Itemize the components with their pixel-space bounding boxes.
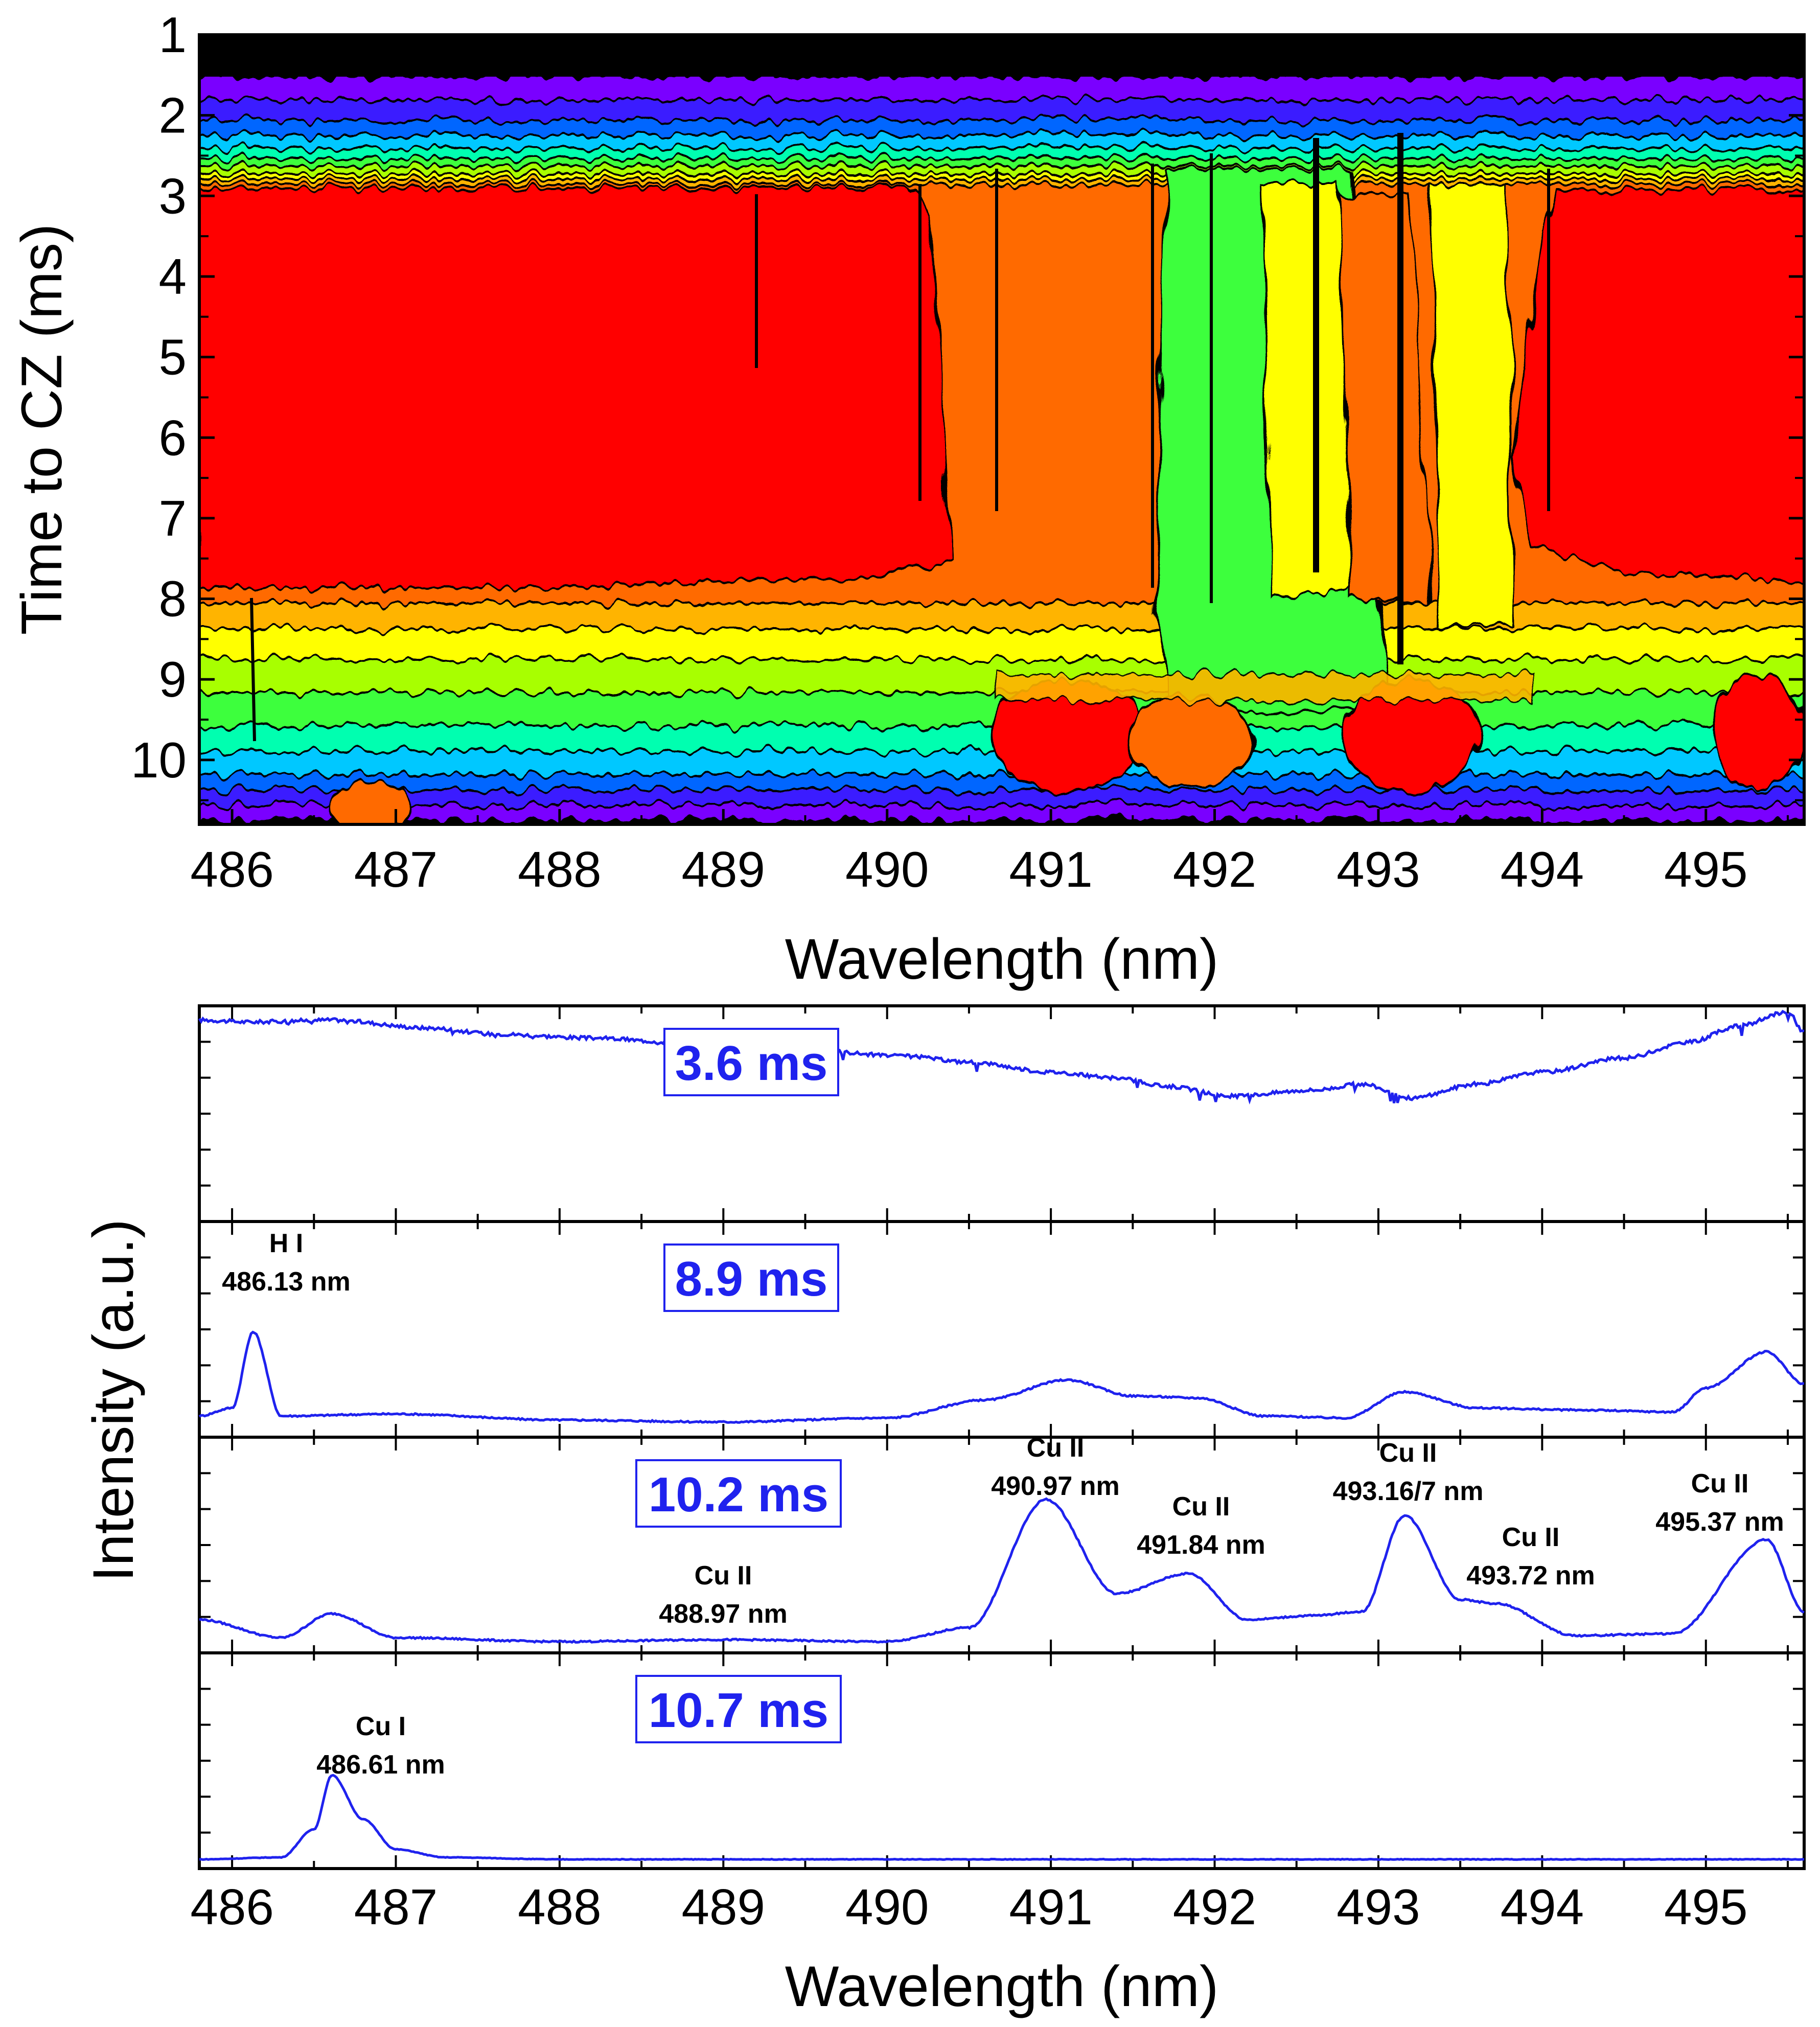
annotation-h-i-line1: H I: [269, 1229, 303, 1258]
annotation-cu-ii-493b: Cu II 493.72 nm: [1466, 1523, 1595, 1591]
band-red-left: [199, 185, 952, 589]
contour-x-label: Wavelength (nm): [785, 927, 1219, 991]
annotation-cu-ii-490-line1: Cu II: [1027, 1433, 1085, 1463]
contour-plot: 486 487 488 489 490 491 492 493 494 495 1 2 3 4 5 6 7 8 9…: [10, 7, 1806, 991]
spectra-x-tick-label: 492: [1173, 1879, 1257, 1935]
spectrum-panel-frame: [198, 1220, 1806, 1439]
hotspot-495: [1711, 674, 1804, 788]
contour-x-tick-label: 488: [518, 841, 602, 897]
annotation-cu-ii-488-line1: Cu II: [695, 1561, 752, 1591]
central-yellow-right: [1430, 183, 1514, 630]
time-label-text: 3.6 ms: [675, 1036, 828, 1091]
annotation-cu-ii-493b-line2: 493.72 nm: [1466, 1561, 1595, 1591]
time-label-box: [663, 1028, 839, 1096]
hotspot-487: [329, 781, 412, 824]
contour-y-tick-label: 4: [158, 248, 187, 305]
contour-x-tick-label: 491: [1009, 841, 1093, 897]
hotspot-491-b: [1128, 694, 1253, 788]
spectra-x-label: Wavelength (nm): [785, 1954, 1219, 2018]
spectrum-panel-frame: [198, 1436, 1806, 1654]
line-features: [250, 133, 1550, 742]
spectra-x-tick-label: 493: [1337, 1879, 1420, 1935]
contour-y-tick-label: 8: [158, 571, 187, 627]
contour-x-ticks: 486 487 488 489 490 491 492 493 494 495: [190, 35, 1789, 897]
contour-x-tick-label: 492: [1173, 841, 1257, 897]
annotation-cu-i-486-line1: Cu I: [356, 1712, 406, 1741]
annotation-cu-i-486: Cu I 486.61 nm: [316, 1712, 445, 1780]
contour-x-tick-label: 495: [1664, 841, 1748, 897]
annotation-cu-ii-491-line2: 491.84 nm: [1137, 1530, 1265, 1560]
contour-y-tick-label: 7: [158, 490, 187, 546]
time-label-box: [663, 1243, 839, 1312]
annotation-cu-ii-493b-line1: Cu II: [1502, 1523, 1560, 1552]
annotation-cu-ii-493-line1: Cu II: [1379, 1438, 1437, 1468]
contour-y-tick-label: 3: [158, 168, 187, 224]
band-red-right: [1511, 188, 1804, 584]
spectra-y-label: Intensity (a.u.): [81, 1219, 145, 1582]
contour-y-tick-label: 6: [158, 409, 187, 466]
contour-y-tick-label: 9: [158, 651, 187, 707]
spectra-x-tick-label: 489: [682, 1879, 766, 1935]
time-label-3: 10.2 ms: [635, 1459, 842, 1528]
spectra-x-tick-label: 495: [1664, 1879, 1748, 1935]
time-label-text: 10.2 ms: [649, 1467, 828, 1522]
contour-y-label: Time to CZ (ms): [10, 224, 74, 635]
annotation-cu-ii-488: Cu II 488.97 nm: [659, 1561, 788, 1629]
spectra-x-tick-label: 487: [354, 1879, 438, 1935]
annotation-cu-ii-495-line2: 495.37 nm: [1655, 1507, 1784, 1537]
contour-x-tick-label: 489: [682, 841, 766, 897]
spectrum-curve-2: [198, 1330, 1805, 1424]
time-label-2: 8.9 ms: [663, 1243, 839, 1312]
spectra-x-tick-label: 490: [845, 1879, 929, 1935]
annotation-cu-ii-495: Cu II 495.37 nm: [1655, 1469, 1784, 1537]
time-label-text: 8.9 ms: [675, 1252, 828, 1306]
time-label-box: [635, 1459, 842, 1528]
contour-x-tick-label: 493: [1337, 841, 1420, 897]
annotation-cu-ii-490: Cu II 490.97 nm: [991, 1433, 1120, 1501]
contour-y-tick-label: 10: [131, 732, 187, 788]
contour-x-tick-label: 486: [190, 841, 274, 897]
contour-y-tick-label: 2: [158, 87, 187, 144]
annotation-cu-ii-493: Cu II 493.16/7 nm: [1333, 1438, 1484, 1506]
annotation-cu-ii-493-line2: 493.16/7 nm: [1333, 1477, 1484, 1506]
band-lime-lower-band: [996, 674, 1534, 701]
contour-x-tick-label: 494: [1501, 841, 1584, 897]
time-label-text: 10.7 ms: [649, 1683, 828, 1738]
annotation-cu-ii-495-line1: Cu II: [1691, 1469, 1749, 1499]
annotations: H I 486.13 nm Cu II 490.97 nm Cu II 491.…: [222, 1229, 1784, 1780]
central-orange-column: [1338, 193, 1433, 605]
contour-y-ticks: 1 2 3 4 5 6 7 8 9 10: [131, 7, 1804, 801]
time-label-box: [635, 1675, 842, 1743]
annotation-cu-ii-490-line2: 490.97 nm: [991, 1471, 1120, 1501]
time-label-1: 3.6 ms: [663, 1028, 839, 1096]
spectrum-curve-1: [198, 1009, 1805, 1105]
time-label-4: 10.7 ms: [635, 1675, 842, 1743]
annotation-cu-ii-491: Cu II 491.84 nm: [1137, 1492, 1265, 1560]
spectrum-panel-2: 8.9 ms: [198, 1220, 1806, 1439]
spectrum-panel-4: 10.7 ms: [198, 1651, 1806, 1870]
annotation-h-i-line2: 486.13 nm: [222, 1267, 351, 1297]
spectra-x-tick-label: 491: [1009, 1879, 1093, 1935]
spectra-x-ticks: 486 487 488 489 490 491 492 493 494 495: [190, 1879, 1747, 1935]
spectra-x-tick-label: 486: [190, 1879, 274, 1935]
annotation-cu-ii-488-line2: 488.97 nm: [659, 1599, 788, 1629]
spectrum-panel-3: 10.2 ms: [198, 1436, 1806, 1654]
contour-field: [199, 35, 1804, 824]
annotation-h-i: H I 486.13 nm: [222, 1229, 351, 1297]
contour-frame: [198, 33, 1806, 826]
spectrum-curve-3: [199, 1497, 1805, 1644]
contour-x-tick-label: 487: [354, 841, 438, 897]
annotation-cu-i-486-line2: 486.61 nm: [316, 1750, 445, 1780]
contour-x-tick-label: 490: [845, 841, 929, 897]
spectra-x-tick-label: 488: [518, 1879, 602, 1935]
spectrum-curve-4: [199, 1773, 1805, 1861]
contour-y-tick-label: 1: [158, 7, 187, 63]
spectrum-panel-frame: [198, 1004, 1806, 1223]
spectrum-panel-1: 3.6 ms: [198, 1004, 1806, 1223]
spectra-x-tick-label: 494: [1501, 1879, 1584, 1935]
annotation-cu-ii-491-line1: Cu II: [1172, 1492, 1230, 1522]
contour-y-tick-label: 5: [158, 329, 187, 385]
